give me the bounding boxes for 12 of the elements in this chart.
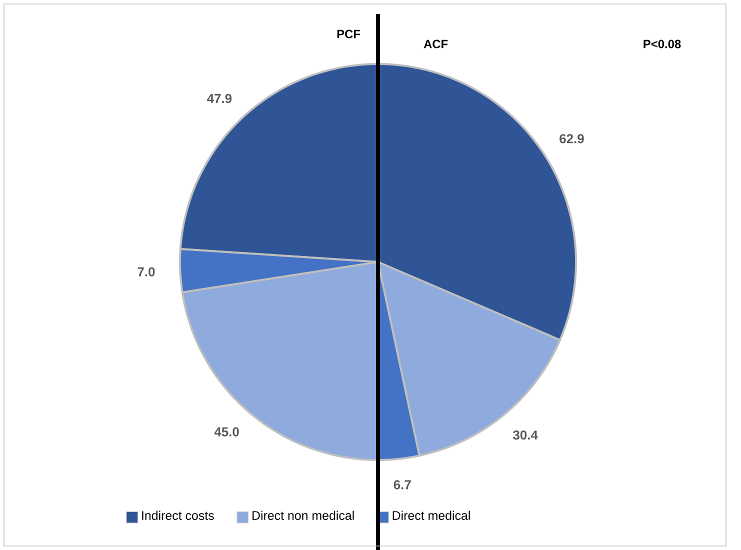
legend-label: Direct non medical: [252, 510, 354, 520]
chart-title: PCF: [337, 30, 360, 38]
data-label: 62.9: [560, 134, 584, 144]
legend-label: Indirect costs: [142, 510, 214, 520]
chart-title: ACF: [424, 40, 448, 48]
data-label: 30.4: [513, 430, 538, 440]
data-label: 6.7: [394, 480, 411, 490]
data-label: 47.9: [207, 94, 232, 104]
text: P<0.08: [644, 40, 681, 48]
legend-label: Direct medical: [392, 510, 470, 520]
data-label: 45.0: [214, 427, 239, 436]
data-label: 7.0: [138, 267, 155, 276]
